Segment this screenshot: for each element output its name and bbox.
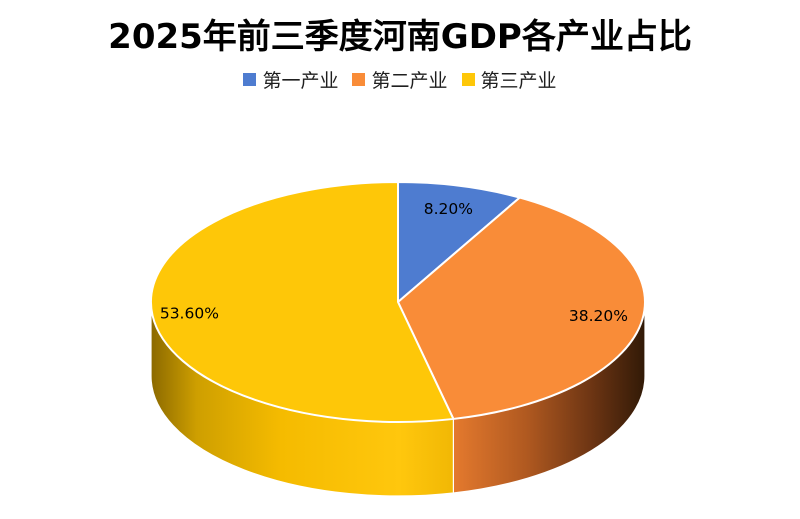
pie-slice-second-industry[interactable] — [397, 196, 646, 420]
chart-title: 2025年前三季度河南GDP各产业占比 — [108, 17, 692, 57]
legend-swatch-second-industry-icon — [352, 72, 366, 86]
legend-label-first-industry: 第一产业 — [262, 69, 339, 92]
legend-swatch-third-industry-icon — [461, 72, 475, 86]
legend-label-second-industry: 第二产业 — [371, 69, 448, 92]
pie-slice-first-industry[interactable] — [397, 181, 521, 303]
legend-item-first-industry[interactable]: 第一产业 — [243, 66, 338, 93]
legend-item-second-industry[interactable]: 第二产业 — [352, 66, 448, 93]
pie-slice-third-industry[interactable] — [149, 181, 455, 423]
legend-item-third-industry[interactable]: 第三产业 — [461, 66, 557, 93]
pie-data-label-first-industry: 8.20% — [424, 200, 473, 218]
chart-legend: 第一产业 第二产业 第三产业 — [0, 66, 800, 93]
legend-swatch-first-industry-icon — [243, 72, 257, 86]
legend-label-third-industry: 第三产业 — [480, 69, 557, 92]
pie-data-label-third-industry: 53.60% — [160, 305, 219, 323]
pie-data-label-second-industry: 38.20% — [569, 307, 628, 325]
